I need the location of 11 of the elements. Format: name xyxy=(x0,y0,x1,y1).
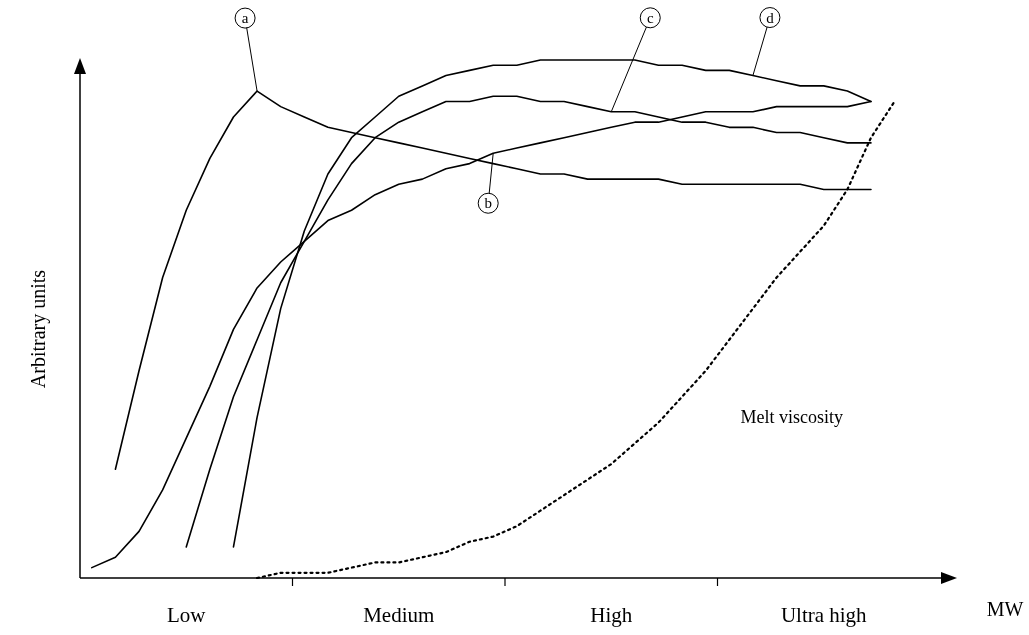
text: a xyxy=(241,10,249,27)
x-tick-label: High xyxy=(590,603,633,627)
text: b xyxy=(484,195,492,212)
text: d xyxy=(766,9,775,26)
x-tick-label: Ultra high xyxy=(780,603,868,627)
text: Melt viscosity xyxy=(740,406,843,427)
y-axis-title: Arbitrary units xyxy=(27,269,50,389)
x-tick-label: Medium xyxy=(363,603,435,627)
x-axis-title: MW xyxy=(986,598,1024,620)
x-tick-label: Low xyxy=(167,603,207,627)
text: c xyxy=(646,9,654,26)
